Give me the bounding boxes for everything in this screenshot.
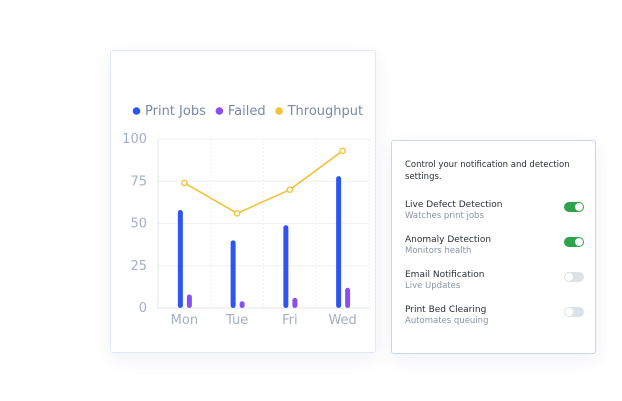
setting-row-live-defect-detection: Live Defect Detection Watches print jobs: [405, 200, 585, 228]
x-tick-label: Mon: [171, 313, 198, 328]
bar-print-jobs: [283, 225, 289, 308]
setting-title: Live Defect Detection: [405, 200, 503, 210]
chart-card: 0 25 50 75 100 Mon Tue Fri Wed Print Jobs Failed Th…: [110, 50, 376, 353]
bar-print-jobs: [230, 240, 236, 308]
anomaly-detection-toggle[interactable]: [564, 237, 584, 247]
y-tick-label: 75: [130, 174, 147, 189]
bar-failed: [239, 301, 245, 308]
live-defect-detection-toggle[interactable]: [564, 202, 584, 212]
y-tick-label: 50: [130, 217, 147, 232]
setting-row-print-bed-clearing: Print Bed Clearing Automates queuing: [405, 305, 585, 333]
x-tick-label: Tue: [225, 313, 248, 328]
x-tick-label: Wed: [328, 313, 356, 328]
y-tick-label: 100: [122, 132, 147, 147]
setting-row-email-notification: Email Notification Live Updates: [405, 270, 585, 298]
point-throughput: [339, 147, 346, 155]
email-notification-toggle[interactable]: [564, 272, 584, 282]
bar-failed: [292, 297, 298, 308]
line-throughput: [183, 150, 344, 215]
y-tick-label: 0: [139, 301, 147, 316]
point-throughput: [286, 186, 294, 193]
bar-print-jobs: [177, 209, 183, 308]
print-bed-clearing-toggle[interactable]: [564, 307, 584, 317]
setting-title: Anomaly Detection: [405, 235, 492, 245]
bar-print-jobs: [336, 176, 342, 308]
toggle-knob: [565, 273, 573, 281]
bar-failed: [345, 287, 351, 308]
settings-description: Control your notification and detection …: [405, 160, 570, 182]
toggle-knob: [565, 308, 573, 316]
legend-marker-throughput: [275, 107, 283, 115]
setting-title: Email Notification: [405, 270, 485, 280]
legend-marker-failed: [215, 107, 224, 115]
chart-svg: 0 25 50 75 100 Mon Tue Fri Wed Print Jobs Failed Th…: [122, 104, 370, 328]
setting-subtitle: Live Updates: [405, 281, 461, 291]
legend-label: Failed: [228, 104, 266, 119]
y-tick-label: 25: [130, 259, 147, 274]
legend-label: Throughput: [287, 104, 364, 119]
point-throughput: [181, 179, 188, 187]
toggle-knob: [575, 203, 583, 211]
setting-subtitle: Monitors health: [405, 246, 472, 256]
bar-failed: [186, 294, 192, 308]
setting-subtitle: Automates queuing: [405, 316, 489, 326]
settings-card: Control your notification and detection …: [391, 140, 596, 354]
toggle-knob: [575, 238, 583, 246]
x-tick-label: Fri: [282, 313, 298, 328]
legend-marker-print-jobs: [132, 107, 141, 115]
legend-label: Print Jobs: [145, 104, 206, 119]
setting-subtitle: Watches print jobs: [405, 211, 484, 221]
setting-row-anomaly-detection: Anomaly Detection Monitors health: [405, 235, 585, 263]
point-throughput: [233, 210, 241, 217]
setting-title: Print Bed Clearing: [405, 305, 487, 315]
